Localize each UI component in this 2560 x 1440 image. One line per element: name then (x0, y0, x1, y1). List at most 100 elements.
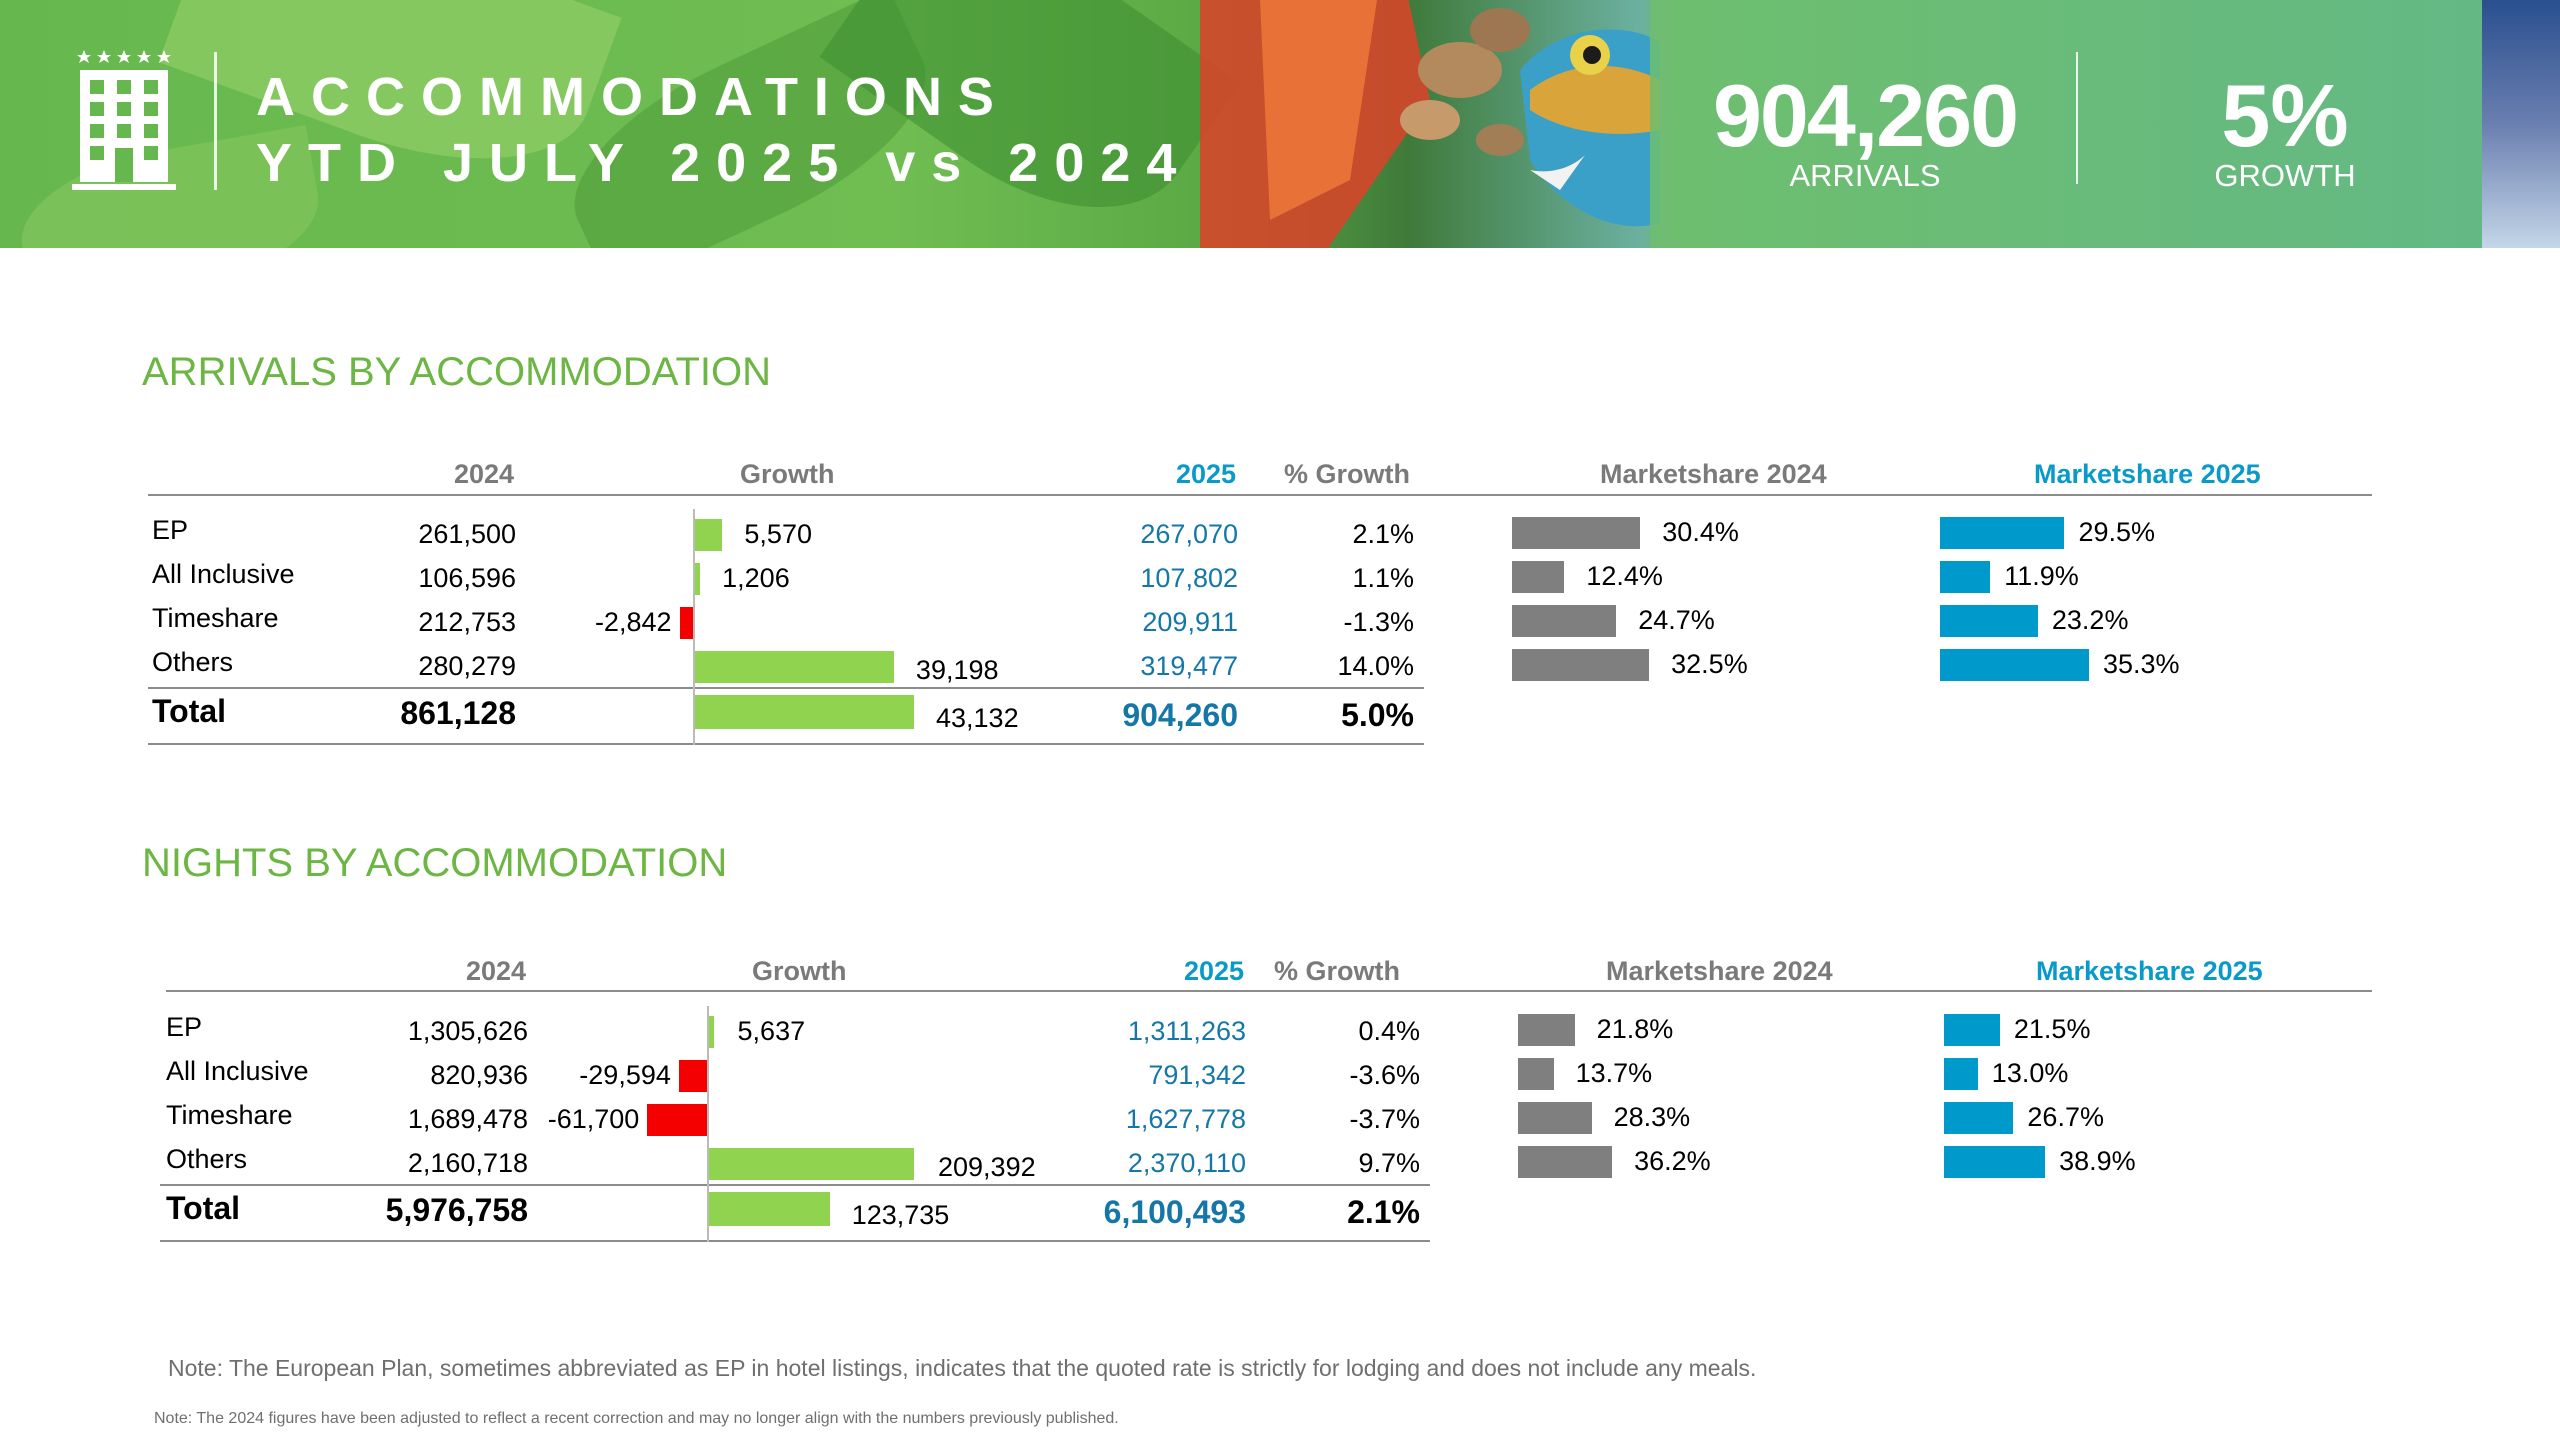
row-label: All Inclusive (166, 1056, 309, 1086)
growth-bar (694, 563, 701, 595)
total-growth-bar (694, 695, 914, 729)
total-bottom-rule (160, 1240, 1430, 1242)
nights-section-title: NIGHTS BY ACCOMMODATION (142, 841, 728, 885)
value-2025: 107,802 (1140, 563, 1238, 593)
marketshare-2025-value: 29.5% (2078, 517, 2156, 547)
growth-bar (678, 1060, 708, 1092)
growth-total: 5% (2221, 66, 2349, 165)
marketshare-2025-bar (1940, 605, 2038, 637)
growth-value: -29,594 (579, 1060, 671, 1090)
marketshare-2025-value: 13.0% (1991, 1058, 2069, 1088)
growth-axis (693, 509, 695, 745)
marketshare-2025-bar (1940, 561, 1991, 593)
growth-value: -61,700 (547, 1104, 640, 1134)
header-rule (166, 990, 2372, 992)
value-2024: 1,305,626 (407, 1016, 528, 1046)
growth-value: 1,206 (722, 563, 790, 593)
growth-label: GROWTH (2214, 158, 2356, 193)
value-2025: 267,070 (1140, 519, 1238, 549)
marketshare-2025-bar (1944, 1014, 2000, 1046)
arrivals-total: 904,260 (1712, 66, 2019, 165)
value-2024: 261,500 (418, 519, 516, 549)
col-2025: 2025 (1184, 956, 1245, 986)
growth-bar (679, 607, 694, 639)
growth-bar (694, 651, 894, 683)
growth-value: 39,198 (915, 655, 999, 685)
growth-bar (647, 1104, 708, 1136)
total-2024: 861,128 (400, 695, 516, 731)
total-label: Total (152, 693, 227, 729)
growth-value: 209,392 (938, 1152, 1036, 1182)
growth-value: -2,842 (594, 607, 672, 637)
marketshare-2024-value: 28.3% (1613, 1102, 1691, 1132)
marketshare-2024-bar (1512, 561, 1565, 593)
marketshare-2025-bar (1944, 1146, 2046, 1178)
row-label: All Inclusive (152, 559, 295, 589)
total-top-rule (148, 687, 1424, 689)
col-2024: 2024 (466, 956, 527, 986)
title-line-1: ACCOMMODATIONS (256, 67, 1010, 127)
header-banner: ACCOMMODATIONS YTD JULY 2025 vs 2024 904… (0, 0, 2560, 248)
row-label: Timeshare (166, 1100, 293, 1130)
marketshare-2025-value: 11.9% (2004, 561, 2079, 591)
pct-growth: 0.4% (1358, 1016, 1420, 1046)
marketshare-2024-bar (1512, 649, 1650, 681)
total-2024: 5,976,758 (385, 1192, 528, 1228)
marketshare-2024-bar (1518, 1102, 1592, 1134)
value-2025: 791,342 (1148, 1060, 1246, 1090)
col-growth: Growth (740, 459, 835, 489)
col-2025: 2025 (1176, 459, 1237, 489)
marketshare-2024-bar (1512, 605, 1617, 637)
total-growth-bar (708, 1192, 830, 1226)
value-2025: 1,627,778 (1125, 1104, 1246, 1134)
marketshare-2024-value: 21.8% (1596, 1014, 1674, 1044)
marketshare-2024-value: 32.5% (1671, 649, 1748, 679)
pct-growth: 1.1% (1352, 563, 1414, 593)
fish-artwork (1200, 0, 1660, 248)
marketshare-2024-value: 12.4% (1586, 561, 1663, 591)
value-2025: 319,477 (1140, 651, 1238, 681)
page-title: ACCOMMODATIONS YTD JULY 2025 vs 2024 (256, 64, 1192, 196)
marketshare-2025-value: 26.7% (2027, 1102, 2104, 1132)
col-marketshare-2024: Marketshare 2024 (1600, 459, 1827, 489)
value-2024: 1,689,478 (407, 1104, 528, 1134)
growth-value: 5,570 (744, 519, 812, 549)
total-pct-growth: 2.1% (1347, 1194, 1420, 1230)
row-label: Others (166, 1144, 248, 1174)
stat-band (1650, 0, 2482, 248)
total-2025: 6,100,493 (1103, 1194, 1246, 1230)
value-2025: 209,911 (1142, 607, 1238, 637)
col-marketshare-2024: Marketshare 2024 (1606, 956, 1833, 986)
total-top-rule (160, 1184, 1430, 1186)
pct-growth: -1.3% (1343, 607, 1414, 637)
value-2024: 280,279 (418, 651, 516, 681)
total-growth-value: 43,132 (936, 703, 1019, 733)
growth-bar (708, 1016, 714, 1048)
growth-bar (708, 1148, 914, 1180)
row-label: EP (166, 1012, 203, 1042)
row-label: Others (152, 647, 234, 677)
stat-divider (2076, 52, 2078, 184)
marketshare-2025-bar (1940, 649, 2089, 681)
marketshare-2025-bar (1940, 517, 2065, 549)
marketshare-2024-value: 13.7% (1575, 1058, 1653, 1088)
col-pct-growth: % Growth (1284, 459, 1410, 489)
marketshare-2025-value: 35.3% (2102, 649, 2180, 679)
col-marketshare-2025: Marketshare 2025 (2034, 459, 2261, 489)
col-pct-growth: % Growth (1274, 956, 1400, 986)
growth-value: 5,637 (737, 1016, 806, 1046)
marketshare-2025-value: 23.2% (2051, 605, 2129, 635)
total-growth-value: 123,735 (851, 1200, 950, 1230)
value-2024: 820,936 (430, 1060, 528, 1090)
marketshare-2024-value: 24.7% (1638, 605, 1715, 635)
value-2024: 2,160,718 (407, 1148, 528, 1178)
arrivals-label: ARRIVALS (1789, 158, 1941, 193)
note-european-plan: Note: The European Plan, sometimes abbre… (168, 1355, 1757, 1381)
pct-growth: -3.7% (1349, 1104, 1420, 1134)
marketshare-2025-bar (1944, 1058, 1978, 1090)
pct-growth: 2.1% (1352, 519, 1414, 549)
total-pct-growth: 5.0% (1341, 697, 1414, 733)
header-divider (214, 52, 217, 190)
marketshare-2025-value: 21.5% (2013, 1014, 2091, 1044)
value-2024: 212,753 (418, 607, 516, 637)
